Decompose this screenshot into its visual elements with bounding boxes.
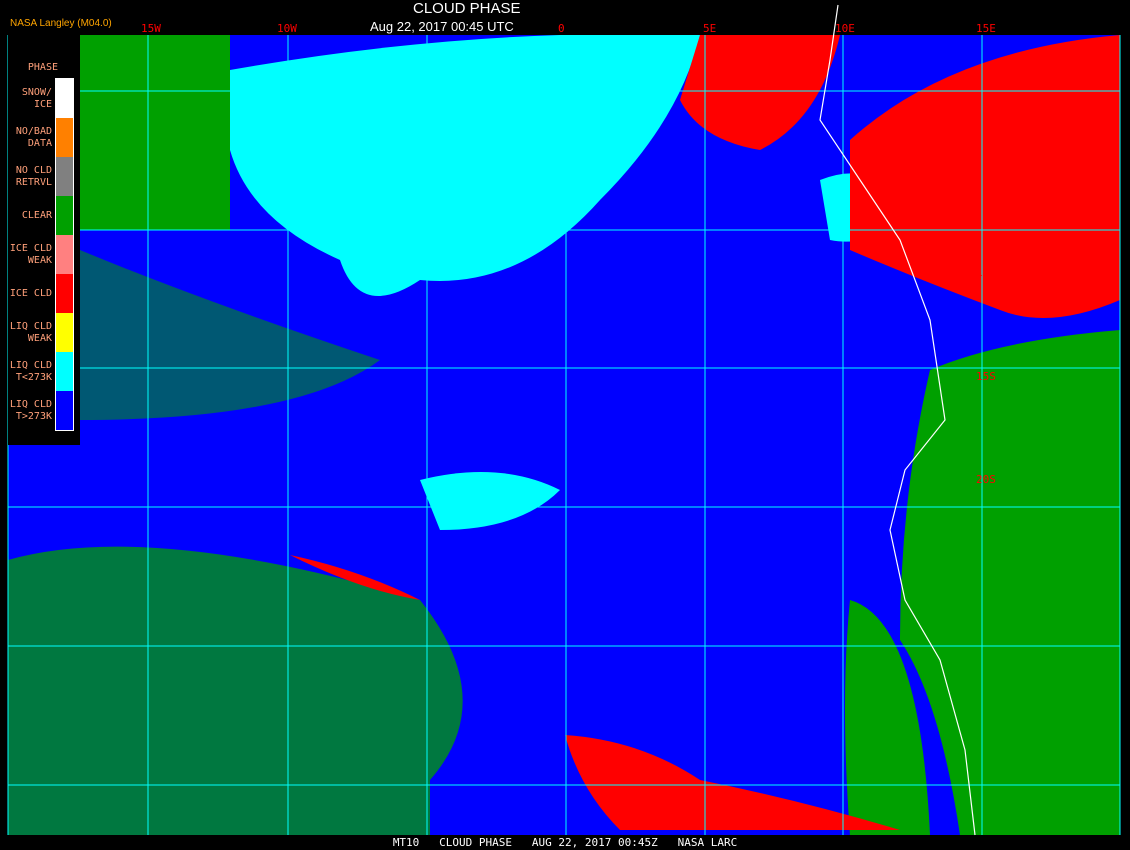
clear-area-coast xyxy=(845,600,930,835)
legend-label: CLEAR xyxy=(21,210,52,221)
credit-label: NASA Langley (M04.0) xyxy=(10,18,112,29)
legend-label: LIQ CLD WEAK xyxy=(9,321,52,344)
legend-swatch xyxy=(56,235,73,274)
liquid-cloud-cold-north xyxy=(230,35,700,296)
clear-area-nw xyxy=(80,35,230,230)
lat-label-10s: 10S xyxy=(976,266,996,279)
lon-label-15w: 15W xyxy=(141,22,161,35)
ice-cloud-streak xyxy=(290,555,420,600)
legend-swatch xyxy=(56,118,73,157)
legend-swatch xyxy=(56,157,73,196)
lat-lon-grid xyxy=(7,35,1121,835)
map-title: CLOUD PHASE xyxy=(413,0,521,17)
legend-label: NO/BAD DATA xyxy=(15,126,52,149)
liquid-cloud-cold-center xyxy=(420,472,560,530)
legend-label: SNOW/ ICE xyxy=(21,87,52,110)
lon-label-0: 0 xyxy=(558,22,565,35)
legend-swatch xyxy=(56,196,73,235)
legend-swatch xyxy=(56,352,73,391)
clear-area-africa xyxy=(900,330,1120,835)
clear-area-sw xyxy=(8,546,463,835)
lon-label-10w: 10W xyxy=(277,22,297,35)
legend-label: LIQ CLD T>273K xyxy=(9,399,52,422)
legend-label: LIQ CLD T<273K xyxy=(9,360,52,383)
legend-swatch xyxy=(56,79,73,118)
legend-title: PHASE xyxy=(27,62,58,73)
legend-swatch xyxy=(56,313,73,352)
legend-label: NO CLD RETRVL xyxy=(15,165,52,188)
clear-area-west xyxy=(80,250,380,420)
lon-label-15e: 15E xyxy=(976,22,996,35)
ice-cloud-northeast xyxy=(850,35,1120,318)
coastline xyxy=(819,4,976,836)
lat-label-15s: 15S xyxy=(976,370,996,383)
ice-cloud-south xyxy=(565,735,900,830)
lon-label-10e: 10E xyxy=(835,22,855,35)
footer-caption: MT10 CLOUD PHASE AUG 22, 2017 00:45Z NAS… xyxy=(392,836,738,849)
ice-cloud-north xyxy=(680,35,840,150)
legend-frame xyxy=(55,78,74,431)
legend-swatch xyxy=(56,391,73,430)
legend-label: ICE CLD xyxy=(9,288,52,299)
phase-legend: PHASE SNOW/ ICE NO/BAD DATA NO CLD RETRVL C… xyxy=(8,35,80,445)
lon-label-5e: 5E xyxy=(703,22,717,35)
lat-label-20s: 20S xyxy=(976,473,996,486)
legend-swatch xyxy=(56,274,73,313)
map-timestamp: Aug 22, 2017 00:45 UTC xyxy=(370,19,514,34)
legend-label: ICE CLD WEAK xyxy=(9,243,52,266)
